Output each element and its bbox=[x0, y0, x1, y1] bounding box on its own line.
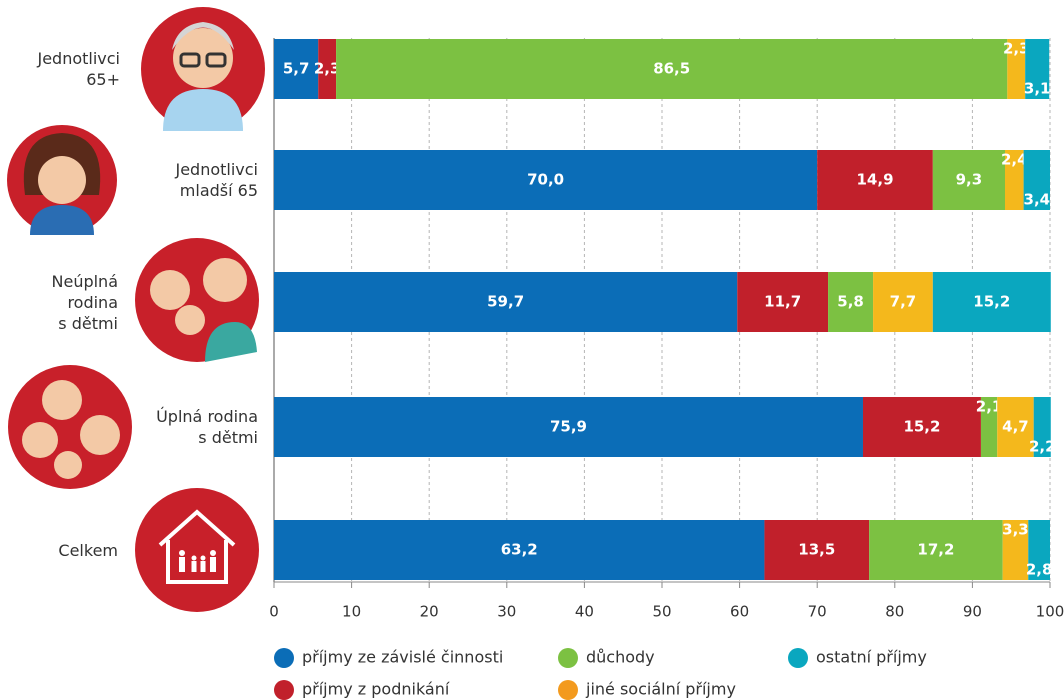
value-label: 15,2 bbox=[903, 418, 940, 436]
value-label: 2,8 bbox=[1026, 561, 1053, 579]
value-label: 2,2 bbox=[1029, 438, 1056, 456]
legend-marker bbox=[558, 648, 578, 668]
legend-marker bbox=[274, 680, 294, 700]
legend-marker bbox=[788, 648, 808, 668]
chart: 01020304050607080901005,72,386,52,33,170… bbox=[0, 0, 1064, 700]
value-label: 11,7 bbox=[764, 293, 801, 311]
category-label: Úplná rodina s dětmi bbox=[128, 406, 258, 448]
value-label: 3,1 bbox=[1024, 80, 1051, 98]
icon-house bbox=[135, 488, 259, 612]
value-label: 5,8 bbox=[837, 293, 864, 311]
x-tick-label: 10 bbox=[342, 603, 361, 621]
x-tick-label: 0 bbox=[269, 603, 279, 621]
legend-label: důchody bbox=[586, 648, 655, 667]
value-label: 2,4 bbox=[1001, 151, 1028, 169]
value-label: 3,3 bbox=[1002, 521, 1029, 539]
x-tick-label: 90 bbox=[963, 603, 982, 621]
x-tick-label: 20 bbox=[420, 603, 439, 621]
category-label: Neúplná rodina s dětmi bbox=[0, 271, 118, 334]
value-label: 70,0 bbox=[527, 171, 564, 189]
value-label: 86,5 bbox=[653, 60, 690, 78]
category-label: Jednotlivci 65+ bbox=[0, 48, 120, 90]
value-label: 7,7 bbox=[890, 293, 917, 311]
legend-marker bbox=[558, 680, 578, 700]
value-label: 14,9 bbox=[857, 171, 894, 189]
x-tick-label: 40 bbox=[575, 603, 594, 621]
legend-marker bbox=[274, 648, 294, 668]
value-label: 15,2 bbox=[973, 293, 1010, 311]
legend-label: jiné sociální příjmy bbox=[585, 680, 736, 699]
legend-label: příjmy ze závislé činnosti bbox=[302, 648, 503, 667]
x-tick-label: 80 bbox=[885, 603, 904, 621]
value-label: 59,7 bbox=[487, 293, 524, 311]
value-label: 3,4 bbox=[1024, 191, 1051, 209]
value-label: 4,7 bbox=[1002, 418, 1029, 436]
value-label: 13,5 bbox=[798, 541, 835, 559]
category-label: Celkem bbox=[0, 540, 118, 561]
x-tick-label: 50 bbox=[652, 603, 671, 621]
category-label: Jednotlivci mladší 65 bbox=[128, 159, 258, 201]
value-label: 17,2 bbox=[917, 541, 954, 559]
legend-label: ostatní příjmy bbox=[816, 648, 927, 667]
x-tick-label: 60 bbox=[730, 603, 749, 621]
value-label: 63,2 bbox=[501, 541, 538, 559]
page: 01020304050607080901005,72,386,52,33,170… bbox=[0, 0, 1064, 700]
x-tick-label: 100 bbox=[1036, 603, 1064, 621]
x-tick-label: 30 bbox=[497, 603, 516, 621]
value-label: 5,7 bbox=[283, 60, 310, 78]
legend-label: příjmy z podnikání bbox=[302, 680, 450, 699]
value-label: 75,9 bbox=[550, 418, 587, 436]
value-label: 9,3 bbox=[956, 171, 983, 189]
x-tick-label: 70 bbox=[808, 603, 827, 621]
